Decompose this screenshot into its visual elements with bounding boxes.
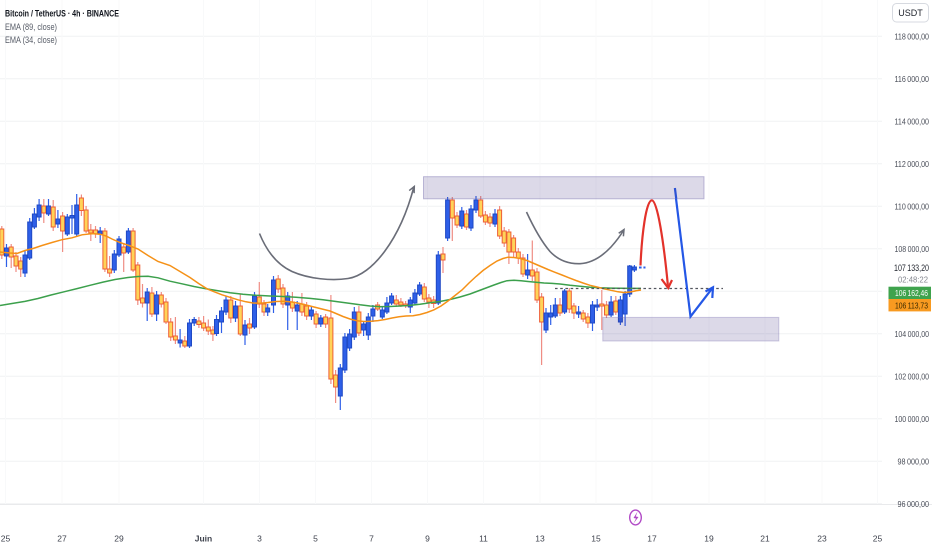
svg-text:7: 7 — [369, 534, 374, 544]
svg-text:29: 29 — [114, 534, 124, 544]
svg-text:116 000,00: 116 000,00 — [895, 74, 930, 84]
svg-text:17: 17 — [647, 534, 657, 544]
svg-text:112 000,00: 112 000,00 — [895, 159, 930, 169]
svg-text:110 000,00: 110 000,00 — [895, 201, 930, 211]
svg-text:114 000,00: 114 000,00 — [895, 116, 930, 126]
svg-text:106 113,73: 106 113,73 — [895, 301, 928, 311]
svg-text:5: 5 — [313, 534, 318, 544]
svg-text:96 000,00: 96 000,00 — [898, 499, 930, 509]
svg-text:104 000,00: 104 000,00 — [895, 329, 930, 339]
svg-text:21: 21 — [760, 534, 770, 544]
svg-text:Bitcoin / TetherUS · 4h · BINA: Bitcoin / TetherUS · 4h · BINANCE — [5, 9, 119, 19]
svg-text:118 000,00: 118 000,00 — [895, 31, 930, 41]
svg-text:23: 23 — [817, 534, 827, 544]
svg-text:EMA (34, close): EMA (34, close) — [5, 35, 57, 45]
svg-text:9: 9 — [425, 534, 430, 544]
svg-text:98 000,00: 98 000,00 — [898, 456, 930, 466]
svg-text:25: 25 — [873, 534, 883, 544]
svg-text:108 000,00: 108 000,00 — [895, 244, 930, 254]
svg-text:11: 11 — [479, 534, 488, 544]
svg-text:15: 15 — [591, 534, 601, 544]
svg-text:100 000,00: 100 000,00 — [895, 414, 930, 424]
svg-text:3: 3 — [257, 534, 262, 544]
svg-text:EMA (89, close): EMA (89, close) — [5, 22, 57, 32]
svg-text:106 162,46: 106 162,46 — [895, 288, 928, 298]
svg-text:107 133,20: 107 133,20 — [894, 263, 929, 273]
svg-text:13: 13 — [535, 534, 545, 544]
svg-text:19: 19 — [704, 534, 714, 544]
svg-text:27: 27 — [57, 534, 67, 544]
svg-text:USDT: USDT — [898, 8, 923, 18]
svg-text:Juin: Juin — [195, 534, 212, 544]
svg-text:25: 25 — [1, 534, 11, 544]
svg-text:02:48:22: 02:48:22 — [898, 275, 928, 285]
svg-text:102 000,00: 102 000,00 — [895, 371, 930, 381]
